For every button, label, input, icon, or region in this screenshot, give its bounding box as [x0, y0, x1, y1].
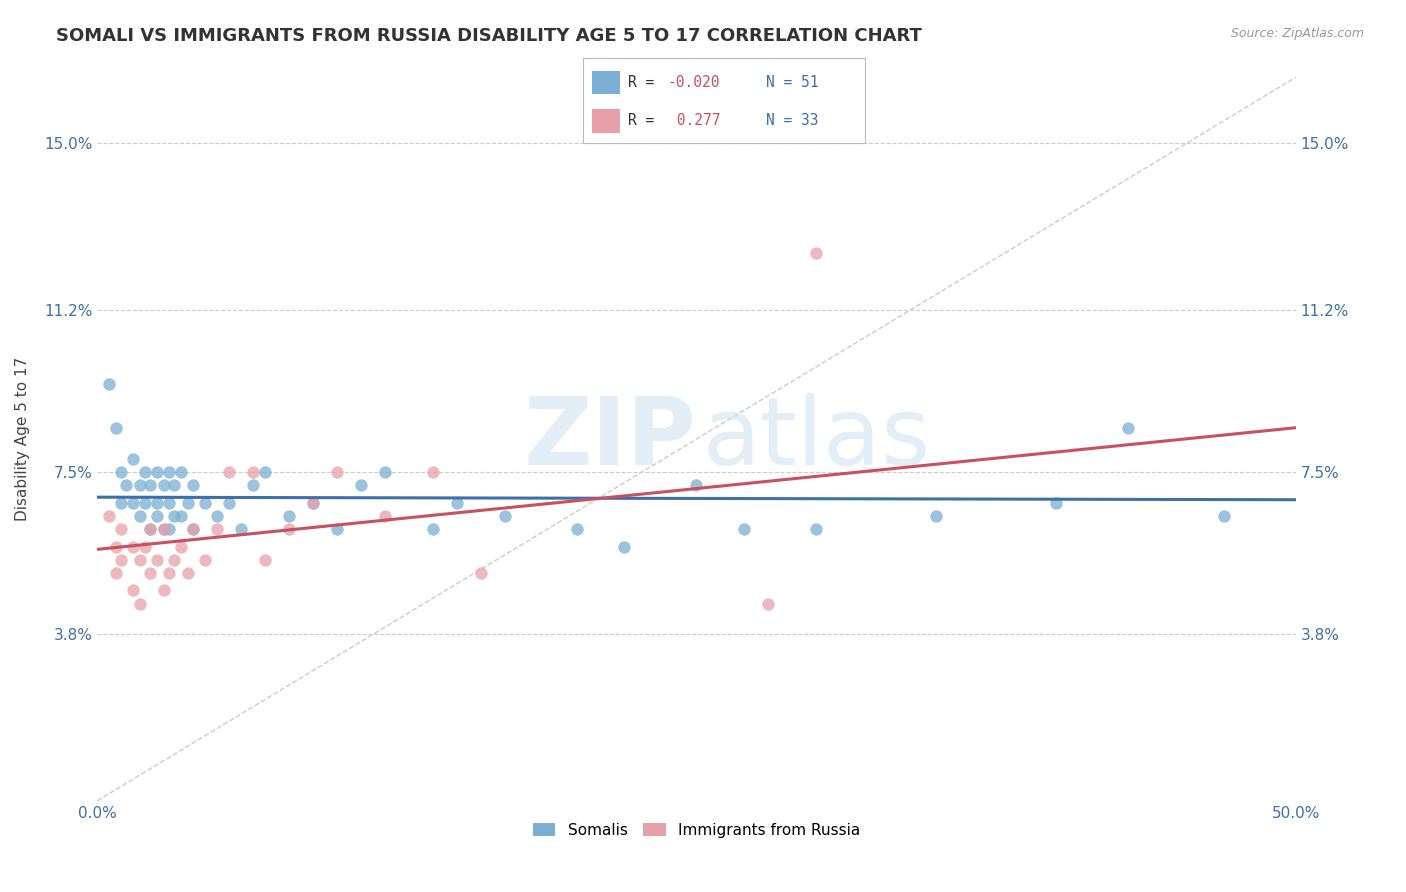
- Immigrants from Russia: [153, 583, 176, 598]
- Somalis: [110, 496, 132, 510]
- Somalis: [806, 522, 828, 536]
- Somalis: [146, 496, 169, 510]
- Immigrants from Russia: [422, 465, 444, 479]
- Somalis: [139, 478, 162, 492]
- Somalis: [494, 508, 516, 523]
- Text: N = 51: N = 51: [766, 75, 818, 90]
- Immigrants from Russia: [253, 553, 276, 567]
- Somalis: [146, 508, 169, 523]
- Somalis: [229, 522, 252, 536]
- Somalis: [153, 522, 176, 536]
- Immigrants from Russia: [374, 508, 396, 523]
- Somalis: [122, 496, 145, 510]
- Somalis: [170, 465, 193, 479]
- Somalis: [194, 496, 217, 510]
- Somalis: [170, 508, 193, 523]
- Immigrants from Russia: [806, 245, 828, 260]
- Somalis: [157, 465, 180, 479]
- Text: -0.020: -0.020: [668, 75, 720, 90]
- Somalis: [181, 478, 204, 492]
- Somalis: [925, 508, 948, 523]
- Text: ZIP: ZIP: [523, 393, 696, 485]
- Somalis: [163, 478, 186, 492]
- Immigrants from Russia: [105, 540, 128, 554]
- Immigrants from Russia: [110, 522, 132, 536]
- Somalis: [129, 478, 152, 492]
- Immigrants from Russia: [134, 540, 156, 554]
- Somalis: [105, 421, 128, 435]
- Somalis: [139, 522, 162, 536]
- Somalis: [146, 465, 169, 479]
- Somalis: [1212, 508, 1234, 523]
- Immigrants from Russia: [157, 566, 180, 580]
- Somalis: [1045, 496, 1067, 510]
- Text: R =: R =: [628, 75, 664, 90]
- Immigrants from Russia: [139, 566, 162, 580]
- Somalis: [733, 522, 755, 536]
- Somalis: [302, 496, 325, 510]
- Immigrants from Russia: [170, 540, 193, 554]
- Somalis: [326, 522, 349, 536]
- Immigrants from Russia: [242, 465, 264, 479]
- Immigrants from Russia: [181, 522, 204, 536]
- Text: 0.277: 0.277: [668, 113, 720, 128]
- Immigrants from Russia: [146, 553, 169, 567]
- Somalis: [134, 465, 156, 479]
- Somalis: [129, 508, 152, 523]
- Somalis: [277, 508, 299, 523]
- Somalis: [565, 522, 588, 536]
- Immigrants from Russia: [98, 508, 121, 523]
- Somalis: [1116, 421, 1139, 435]
- Somalis: [205, 508, 228, 523]
- Text: SOMALI VS IMMIGRANTS FROM RUSSIA DISABILITY AGE 5 TO 17 CORRELATION CHART: SOMALI VS IMMIGRANTS FROM RUSSIA DISABIL…: [56, 27, 922, 45]
- Immigrants from Russia: [163, 553, 186, 567]
- Immigrants from Russia: [470, 566, 492, 580]
- Somalis: [157, 496, 180, 510]
- Somalis: [115, 478, 138, 492]
- Somalis: [153, 478, 176, 492]
- Somalis: [350, 478, 373, 492]
- Somalis: [218, 496, 240, 510]
- Somalis: [122, 451, 145, 466]
- Somalis: [613, 540, 636, 554]
- Immigrants from Russia: [122, 583, 145, 598]
- Text: N = 33: N = 33: [766, 113, 818, 128]
- Somalis: [177, 496, 200, 510]
- Immigrants from Russia: [756, 597, 779, 611]
- Immigrants from Russia: [218, 465, 240, 479]
- Immigrants from Russia: [139, 522, 162, 536]
- Immigrants from Russia: [129, 597, 152, 611]
- Immigrants from Russia: [110, 553, 132, 567]
- Immigrants from Russia: [129, 553, 152, 567]
- Immigrants from Russia: [177, 566, 200, 580]
- Immigrants from Russia: [302, 496, 325, 510]
- Somalis: [242, 478, 264, 492]
- Somalis: [446, 496, 468, 510]
- Text: Source: ZipAtlas.com: Source: ZipAtlas.com: [1230, 27, 1364, 40]
- Somalis: [374, 465, 396, 479]
- Text: R =: R =: [628, 113, 664, 128]
- Somalis: [98, 377, 121, 392]
- Somalis: [110, 465, 132, 479]
- Legend: Somalis, Immigrants from Russia: Somalis, Immigrants from Russia: [526, 816, 866, 844]
- Text: atlas: atlas: [703, 393, 931, 485]
- Y-axis label: Disability Age 5 to 17: Disability Age 5 to 17: [15, 357, 30, 521]
- Somalis: [181, 522, 204, 536]
- Somalis: [422, 522, 444, 536]
- Somalis: [685, 478, 707, 492]
- Somalis: [253, 465, 276, 479]
- Somalis: [157, 522, 180, 536]
- Immigrants from Russia: [326, 465, 349, 479]
- Somalis: [134, 496, 156, 510]
- Immigrants from Russia: [194, 553, 217, 567]
- Immigrants from Russia: [153, 522, 176, 536]
- Immigrants from Russia: [277, 522, 299, 536]
- Immigrants from Russia: [122, 540, 145, 554]
- Immigrants from Russia: [205, 522, 228, 536]
- Bar: [592, 109, 620, 133]
- Immigrants from Russia: [105, 566, 128, 580]
- Somalis: [163, 508, 186, 523]
- Bar: [592, 70, 620, 95]
